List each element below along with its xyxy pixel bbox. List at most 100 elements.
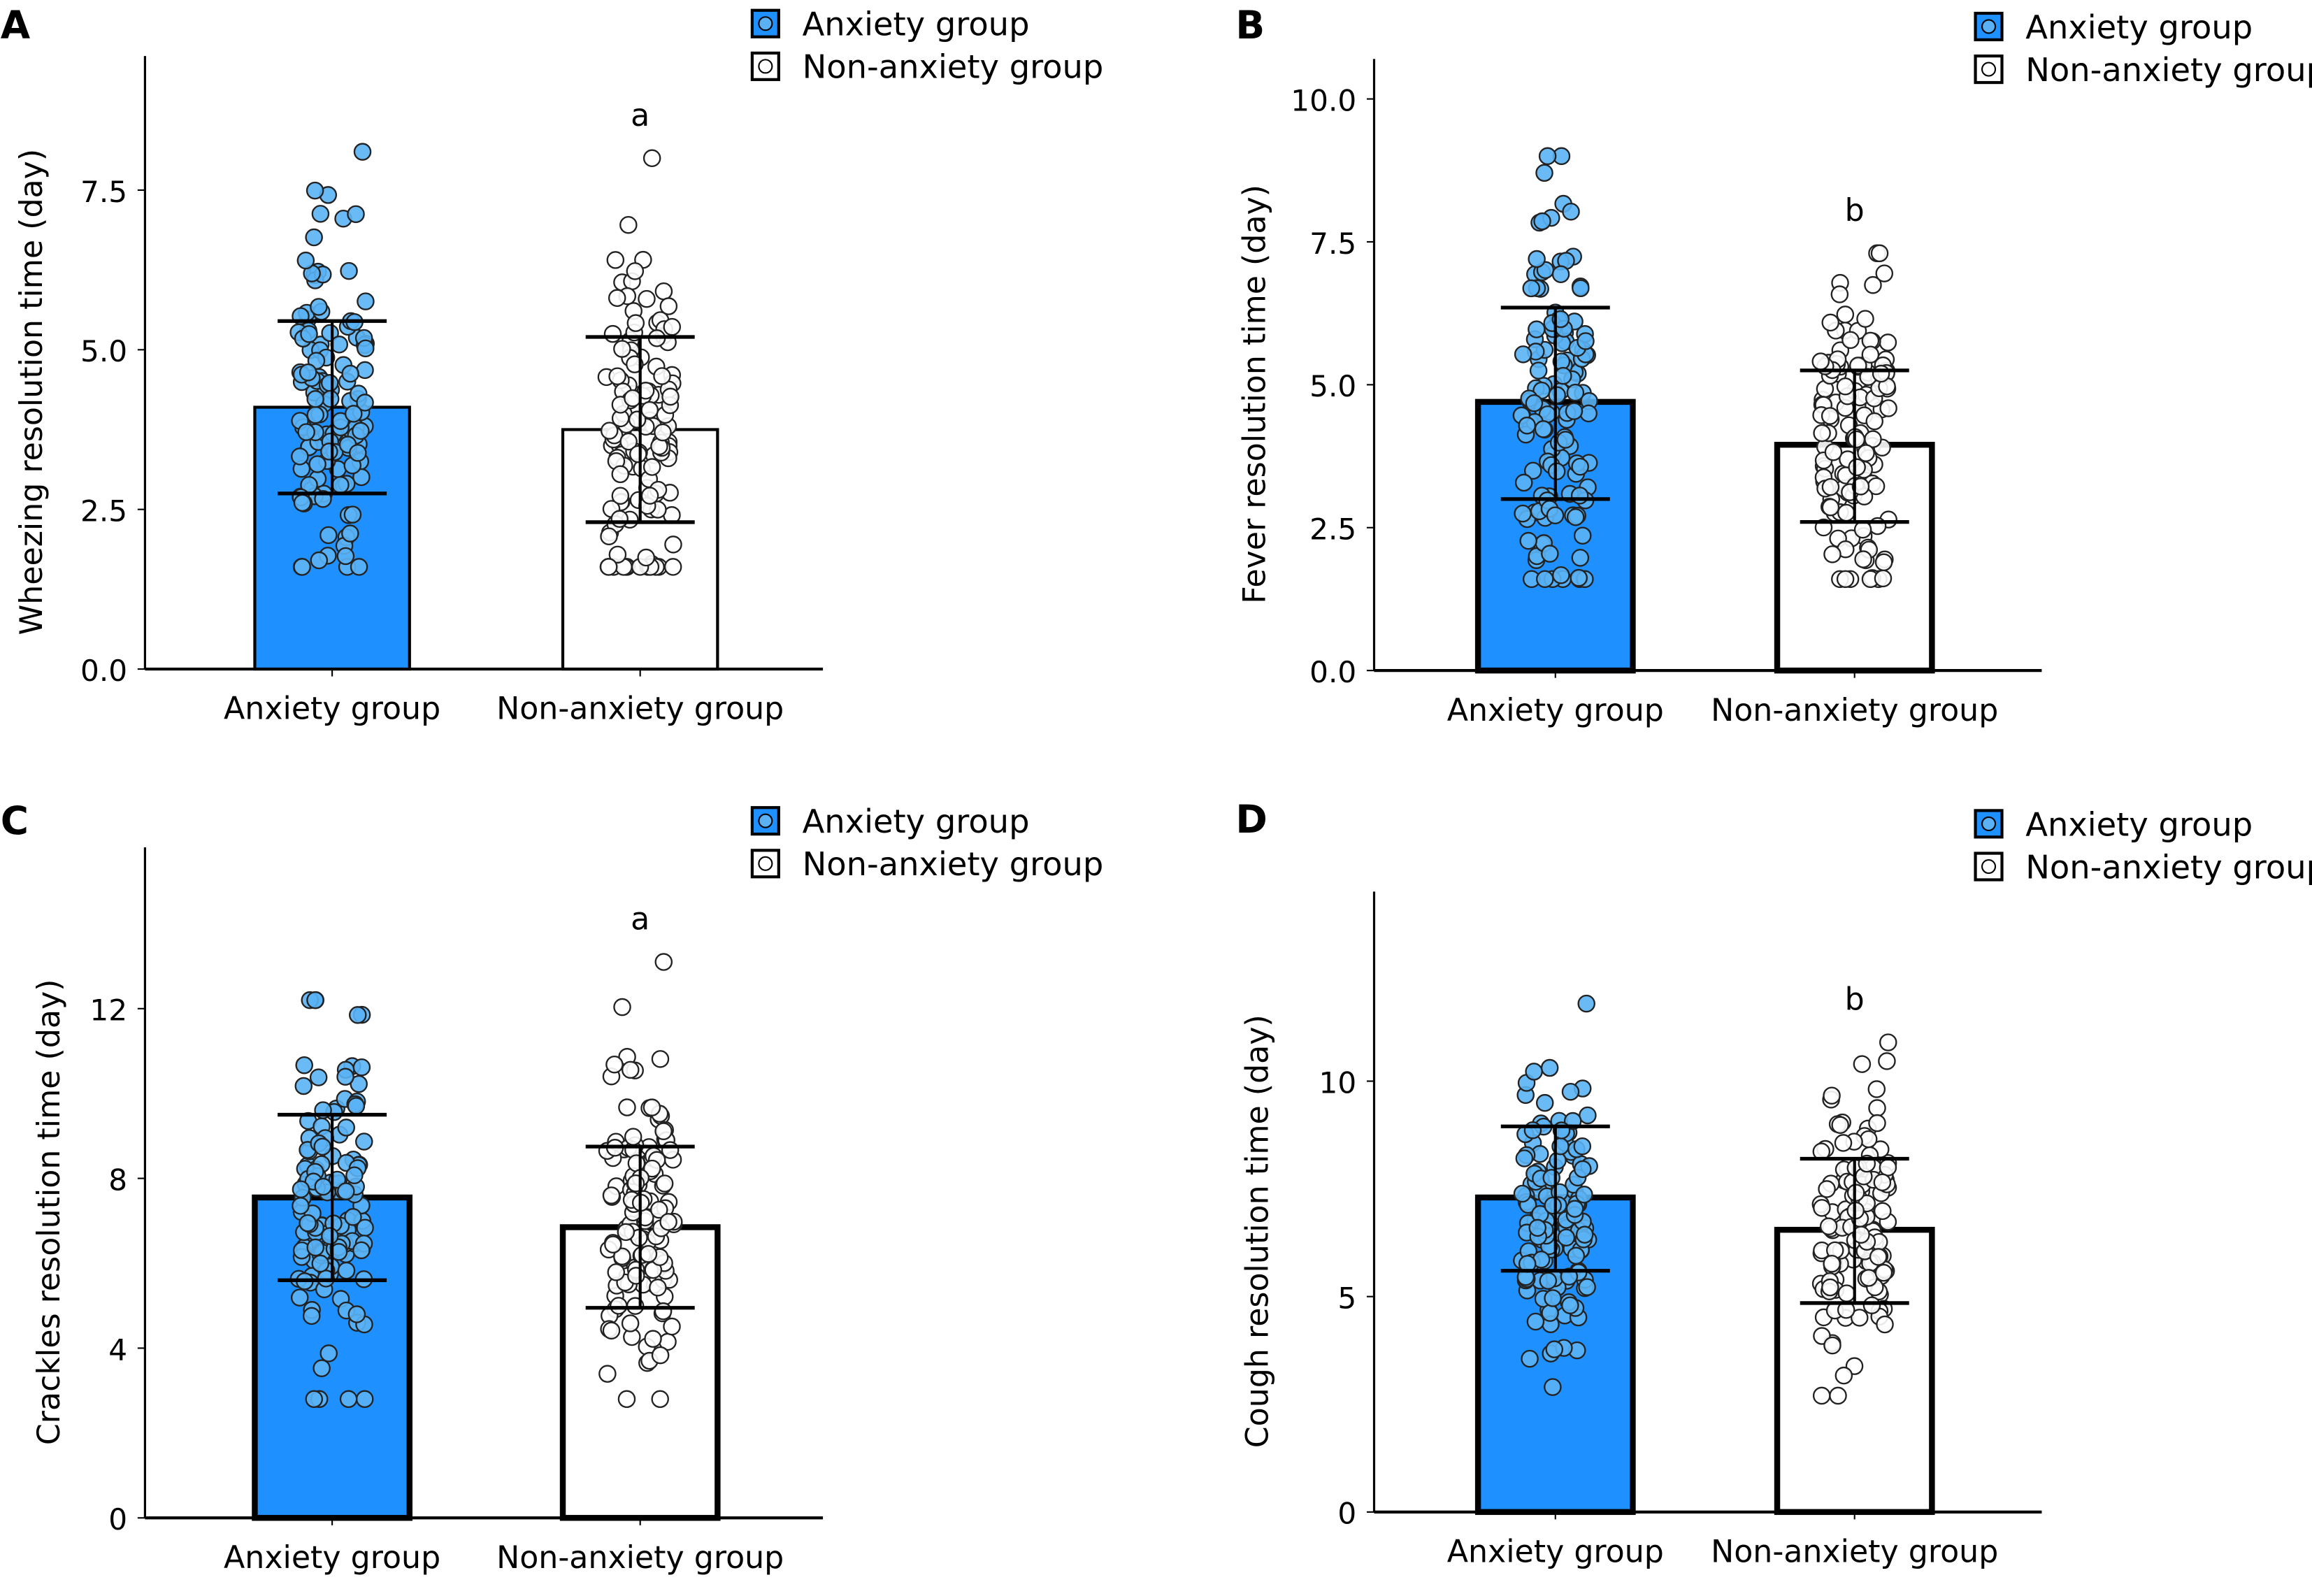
data-point xyxy=(339,1390,358,1409)
data-point xyxy=(1873,1173,1892,1192)
data-point xyxy=(626,262,645,280)
data-point xyxy=(1818,1180,1836,1198)
legend-label: Anxiety group xyxy=(803,803,1030,840)
data-point xyxy=(1870,244,1889,263)
x-tick-label: Non-anxiety group xyxy=(1711,693,1998,728)
data-point xyxy=(607,1263,626,1281)
data-point xyxy=(638,289,656,308)
y-tick-label: 8 xyxy=(108,1163,127,1197)
data-point xyxy=(319,1344,338,1363)
y-tick-label: 2.5 xyxy=(1309,512,1356,547)
data-point xyxy=(336,547,355,566)
data-point xyxy=(1577,332,1595,350)
legend-swatch xyxy=(1974,851,2004,882)
legend-item-anxiety: Anxiety group xyxy=(750,803,1030,840)
data-point xyxy=(347,1097,366,1115)
data-point xyxy=(299,363,317,382)
data-point xyxy=(653,367,671,385)
legend-item-non-anxiety: Non-anxiety group xyxy=(1974,848,2312,886)
data-point xyxy=(1812,1386,1831,1405)
data-point xyxy=(1548,386,1566,405)
data-point xyxy=(1865,412,1883,431)
data-point xyxy=(624,389,642,408)
data-point xyxy=(293,494,312,512)
data-point xyxy=(1869,1248,1888,1266)
legend-item-non-anxiety: Non-anxiety group xyxy=(1974,51,2312,89)
data-point xyxy=(611,487,630,505)
data-point xyxy=(1546,506,1565,524)
data-point xyxy=(1529,361,1548,380)
data-point xyxy=(599,558,618,576)
data-point xyxy=(329,1243,348,1261)
data-point xyxy=(1535,1093,1554,1112)
data-point xyxy=(305,228,323,247)
data-point xyxy=(306,390,324,408)
y-axis-label: Crackles resolution time (day) xyxy=(31,979,67,1446)
data-point xyxy=(1526,1312,1545,1331)
data-point xyxy=(1570,568,1588,587)
data-point xyxy=(1879,1033,1897,1051)
data-point xyxy=(1557,1228,1576,1246)
legend: Anxiety group Non-anxiety group xyxy=(1974,8,2312,89)
y-tick-label: 12 xyxy=(89,993,127,1028)
y-tick-label: 0 xyxy=(108,1502,127,1537)
data-point xyxy=(629,445,647,463)
data-point xyxy=(352,1058,371,1077)
data-point xyxy=(1566,508,1585,526)
data-point xyxy=(640,401,659,419)
data-point xyxy=(302,1307,321,1325)
data-point xyxy=(663,1317,681,1336)
data-point xyxy=(1872,364,1890,383)
data-point xyxy=(347,205,365,224)
data-point xyxy=(1533,212,1551,231)
panel-d: D Cough resolution time (day) Anxiety grou… xyxy=(1235,797,2312,1569)
legend-item-non-anxiety: Non-anxiety group xyxy=(750,845,1103,883)
data-point xyxy=(626,314,645,332)
data-point xyxy=(1836,377,1855,396)
data-point xyxy=(1528,320,1546,338)
data-point xyxy=(1541,545,1559,563)
data-point xyxy=(1853,1055,1872,1073)
data-point xyxy=(1575,1186,1593,1204)
data-point xyxy=(341,524,359,542)
data-point xyxy=(341,364,359,383)
data-point xyxy=(1861,345,1880,364)
data-point xyxy=(357,292,375,310)
data-point xyxy=(642,149,661,168)
data-point xyxy=(337,1119,355,1137)
data-point xyxy=(1811,352,1830,371)
legend-label: Non-anxiety group xyxy=(803,48,1104,86)
data-point xyxy=(1836,570,1855,589)
data-point xyxy=(639,1244,658,1263)
data-point xyxy=(636,382,655,400)
data-point xyxy=(331,475,350,494)
y-tick-label: 5.0 xyxy=(1309,369,1356,403)
data-point xyxy=(1874,1263,1893,1282)
data-point xyxy=(1573,526,1592,545)
significance-label: a xyxy=(631,98,649,134)
data-point xyxy=(651,1390,669,1409)
data-point xyxy=(664,535,682,554)
data-point xyxy=(1848,458,1866,477)
panel-label: D xyxy=(1235,797,1268,842)
data-point xyxy=(1868,1099,1886,1117)
legend-marker xyxy=(1981,858,1997,875)
data-point xyxy=(1571,457,1589,476)
data-point xyxy=(1521,1349,1539,1368)
data-point xyxy=(297,423,315,441)
data-point xyxy=(1552,566,1570,584)
data-point xyxy=(1837,503,1855,522)
data-point xyxy=(355,1133,373,1151)
data-point xyxy=(602,1186,621,1205)
data-point xyxy=(1851,1309,1869,1327)
data-point xyxy=(1878,1052,1896,1070)
data-point xyxy=(1556,431,1574,449)
data-point xyxy=(655,1174,674,1193)
legend-marker xyxy=(758,16,773,31)
data-point xyxy=(310,551,329,570)
data-point xyxy=(347,1305,366,1323)
y-axis-label: Wheezing resolution time (day) xyxy=(14,149,50,635)
data-point xyxy=(1519,531,1537,550)
data-point xyxy=(624,1128,642,1146)
